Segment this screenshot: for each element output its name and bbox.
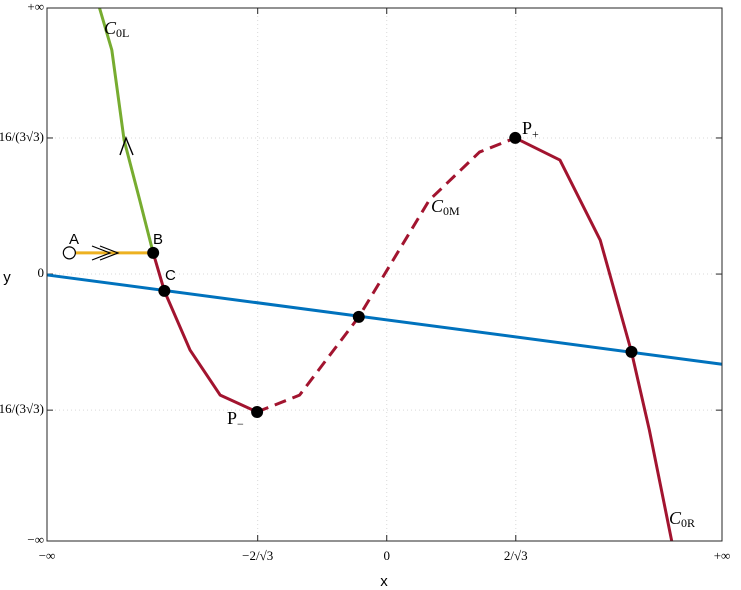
point-label: A — [69, 231, 79, 248]
point-label: C — [165, 267, 176, 284]
curve-label: C0R — [669, 508, 695, 530]
point-label: B — [153, 231, 163, 248]
curve — [151, 252, 258, 414]
x-axis-label: x — [380, 573, 388, 590]
y-tick-label: 0 — [38, 265, 45, 280]
label-sub: + — [532, 127, 539, 141]
arrow — [119, 136, 134, 156]
plot: −∞ −2/√3 0 2/√3 +∞ −∞ −16/(3√3) 0 16/(3√3) +∞ — [0, 0, 730, 563]
label-sub: 0M — [443, 204, 460, 218]
x-tick-label: +∞ — [714, 548, 731, 563]
label-sub: 0R — [681, 516, 695, 530]
curve — [514, 136, 674, 542]
open-point — [62, 246, 76, 260]
point — [158, 284, 171, 297]
x-tick-label: −2/√3 — [242, 548, 273, 563]
point — [251, 405, 264, 418]
arrow — [91, 245, 120, 261]
label-sub: − — [237, 417, 244, 431]
point — [147, 246, 160, 259]
label-letter: C — [104, 18, 117, 38]
curve — [256, 136, 516, 414]
curve — [98, 7, 155, 254]
point — [625, 345, 638, 358]
label-letter: P — [522, 118, 532, 138]
point-label: P+ — [522, 118, 539, 141]
x-tick-label: −∞ — [39, 548, 56, 563]
label-sub: 0L — [116, 26, 129, 40]
label-letter: P — [227, 408, 237, 428]
point — [509, 131, 522, 144]
label-letter: C — [431, 196, 444, 216]
y-axis-label: y — [3, 269, 11, 286]
y-tick-label: +∞ — [27, 0, 44, 14]
y-tick-label: −∞ — [27, 532, 44, 547]
point-label: P− — [227, 408, 244, 431]
y-tick-label: 16/(3√3) — [0, 129, 44, 144]
x-tick-label: 2/√3 — [504, 548, 528, 563]
x-tick-label: 0 — [383, 548, 390, 563]
curve-label: C0M — [431, 196, 460, 218]
point — [352, 310, 365, 323]
label-letter: C — [669, 508, 682, 528]
y-tick-label: −16/(3√3) — [0, 401, 44, 416]
frame — [46, 7, 723, 542]
curve-label: C0L — [104, 18, 129, 40]
